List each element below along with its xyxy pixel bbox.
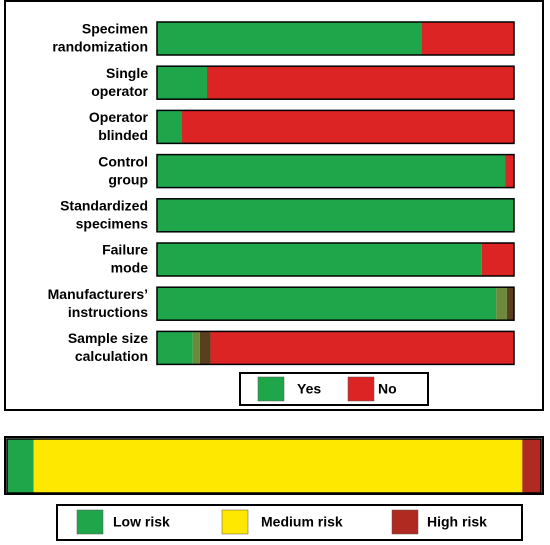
legend-swatch xyxy=(391,509,419,535)
bar-segment xyxy=(506,287,514,321)
bar-segment xyxy=(421,22,514,55)
category-label: Single xyxy=(106,65,148,81)
legend-label: Low risk xyxy=(113,514,170,530)
bar-segment xyxy=(33,439,523,493)
legend-swatch xyxy=(347,376,375,402)
bar-segment xyxy=(157,154,506,188)
category-label: mode xyxy=(111,260,149,276)
category-label: Standardized xyxy=(60,198,148,214)
legend-swatch xyxy=(257,376,285,402)
top-panel xyxy=(4,0,544,411)
bottom-panel xyxy=(4,436,544,495)
bar-segment xyxy=(206,66,515,100)
bar-outline xyxy=(156,65,515,100)
category-label: Specimen xyxy=(82,21,148,37)
category-label: Sample size xyxy=(68,330,148,346)
bar-segment xyxy=(522,439,541,493)
legend-label: Medium risk xyxy=(261,514,343,530)
category-label: Control xyxy=(98,153,148,169)
category-label: randomization xyxy=(52,39,148,55)
bar-segment xyxy=(157,287,497,321)
category-label: specimens xyxy=(76,216,149,232)
bar-outline xyxy=(156,21,515,56)
bar-outline xyxy=(156,153,515,189)
bar-segment xyxy=(157,331,193,365)
bar-outline xyxy=(156,109,515,145)
category-label: Manufacturers’ xyxy=(48,286,148,302)
bar-segment xyxy=(496,287,507,321)
category-label: Operator xyxy=(89,109,149,125)
bar-segment xyxy=(157,110,182,144)
bar-segment xyxy=(157,198,514,232)
bar-segment xyxy=(157,66,207,100)
legend-swatch xyxy=(76,509,104,535)
bar-segment xyxy=(157,22,422,55)
bar-segment xyxy=(199,331,211,365)
bar-segment xyxy=(7,439,34,493)
legend-swatch xyxy=(221,509,249,535)
bar-segment xyxy=(157,243,482,276)
legend-label: Yes xyxy=(297,381,321,397)
bar-segment xyxy=(181,110,515,144)
bar-outline xyxy=(156,242,515,277)
bar-segment xyxy=(192,331,200,365)
bar-outline xyxy=(156,198,515,233)
category-label: calculation xyxy=(75,348,148,364)
category-label: group xyxy=(108,171,148,187)
bar-segment xyxy=(481,243,514,276)
bar-outline xyxy=(156,286,515,321)
bar-outline xyxy=(6,438,542,494)
legend-label: No xyxy=(378,381,397,397)
category-label: Failure xyxy=(102,242,148,258)
legend-label: High risk xyxy=(427,514,487,530)
bar-outline xyxy=(156,330,515,366)
legend-box xyxy=(56,504,523,541)
category-label: blinded xyxy=(98,127,148,143)
bar-segment xyxy=(505,154,514,188)
category-label: operator xyxy=(91,83,148,99)
bar-segment xyxy=(210,331,515,365)
category-label: instructions xyxy=(68,304,148,320)
